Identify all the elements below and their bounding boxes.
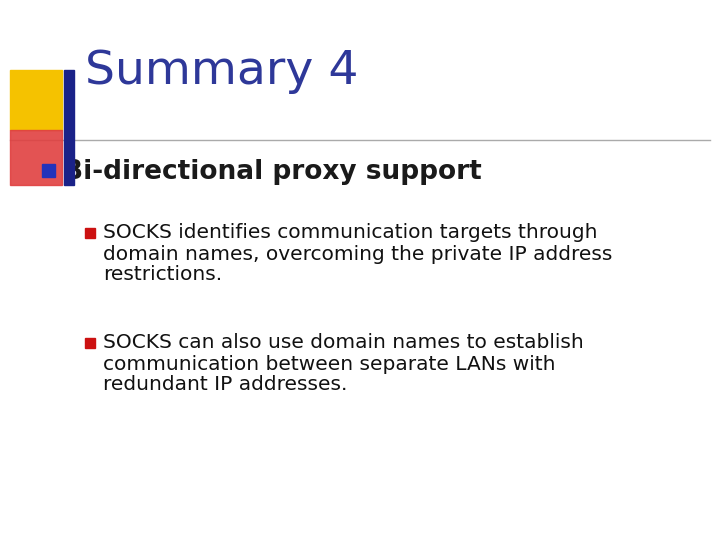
Bar <box>85 228 95 238</box>
Text: communication between separate LANs with: communication between separate LANs with <box>103 354 556 374</box>
Text: restrictions.: restrictions. <box>103 266 222 285</box>
Bar <box>42 164 55 177</box>
Text: Summary 4: Summary 4 <box>85 50 359 94</box>
Text: redundant IP addresses.: redundant IP addresses. <box>103 375 347 395</box>
Bar <box>10 70 62 130</box>
Text: SOCKS can also use domain names to establish: SOCKS can also use domain names to estab… <box>103 334 584 353</box>
Bar <box>85 338 95 348</box>
Text: domain names, overcoming the private IP address: domain names, overcoming the private IP … <box>103 245 613 264</box>
Bar <box>64 70 74 185</box>
Bar <box>10 130 62 185</box>
Text: Bi-directional proxy support: Bi-directional proxy support <box>63 159 482 185</box>
Text: SOCKS identifies communication targets through: SOCKS identifies communication targets t… <box>103 224 598 242</box>
